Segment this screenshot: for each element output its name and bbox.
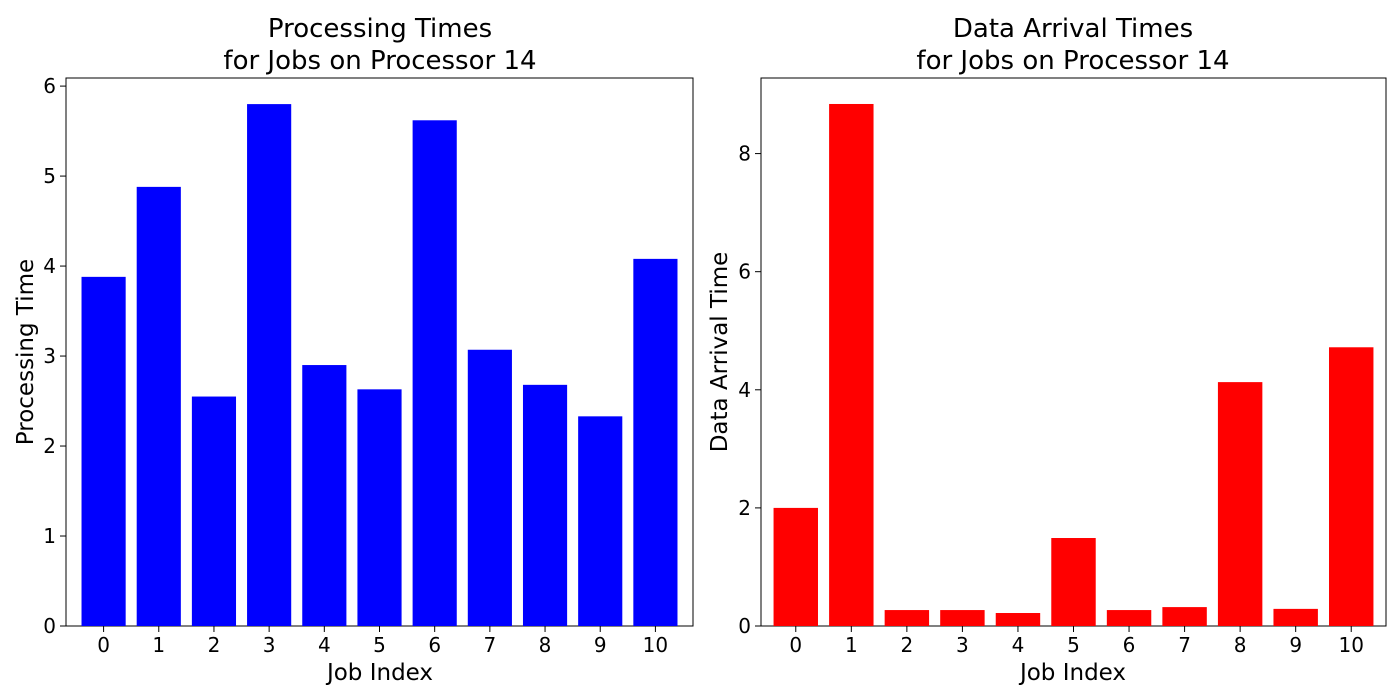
- y-tick-label: 2: [43, 434, 56, 458]
- x-tick-label: 8: [1234, 633, 1247, 657]
- x-tick-label: 4: [1012, 633, 1025, 657]
- y-axis-ticks: 0 2 4 6 8: [738, 142, 761, 638]
- x-tick-label: 1: [845, 633, 858, 657]
- y-tick-label: 0: [43, 614, 56, 638]
- x-tick-label: 9: [594, 633, 607, 657]
- bar-group: [81, 104, 678, 627]
- processing-bar-3: [247, 104, 292, 627]
- processing-bar-0: [81, 276, 126, 626]
- x-tick-label: 10: [1339, 633, 1364, 657]
- y-tick-label: 1: [43, 524, 56, 548]
- y-tick-label: 2: [738, 496, 751, 520]
- y-tick-label: 3: [43, 344, 56, 368]
- y-axis-ticks: 0 1 2 3 4 5 6: [43, 74, 66, 638]
- x-tick-label: 9: [1289, 633, 1302, 657]
- arrival-bar-1: [829, 103, 874, 627]
- chart-title-line-1: Processing Times: [268, 14, 492, 44]
- processing-bar-8: [522, 384, 568, 626]
- x-tick-label: 7: [483, 633, 496, 657]
- x-tick-label: 1: [152, 633, 165, 657]
- x-axis-label: Job Index: [1018, 660, 1126, 686]
- arrival-bar-8: [1217, 382, 1263, 626]
- y-tick-label: 6: [43, 74, 56, 98]
- chart-title-line-2: for Jobs on Processor 14: [916, 46, 1229, 76]
- x-tick-label: 2: [208, 633, 221, 657]
- x-tick-label: 6: [1123, 633, 1136, 657]
- processing-bar-9: [578, 416, 623, 626]
- x-tick-label: 2: [900, 633, 913, 657]
- x-tick-label: 0: [789, 633, 802, 657]
- y-tick-label: 5: [43, 164, 56, 188]
- arrival-bar-3: [940, 610, 985, 626]
- x-axis-ticks: 0 1 2 3 4 5 6 7 8 9 10: [789, 626, 1364, 657]
- processing-bar-2: [191, 396, 237, 626]
- y-tick-label: 8: [738, 142, 751, 166]
- x-tick-label: 3: [956, 633, 969, 657]
- x-tick-label: 4: [318, 633, 331, 657]
- arrival-bar-5: [1051, 538, 1096, 626]
- processing-times-chart: Processing Times for Jobs on Processor 1…: [13, 14, 694, 686]
- processing-bar-5: [357, 389, 402, 626]
- x-tick-label: 5: [1067, 633, 1080, 657]
- x-tick-label: 0: [97, 633, 110, 657]
- y-tick-label: 4: [43, 254, 56, 278]
- arrival-bar-6: [1106, 610, 1152, 626]
- arrival-bar-2: [884, 610, 930, 626]
- y-axis-label: Processing Time: [13, 259, 39, 445]
- processing-bar-10: [633, 258, 678, 626]
- x-tick-label: 6: [428, 633, 441, 657]
- arrival-bar-0: [773, 507, 818, 626]
- chart-title-line-1: Data Arrival Times: [953, 14, 1193, 44]
- x-axis-ticks: 0 1 2 3 4 5 6 7 8 9 10: [97, 626, 668, 657]
- chart-title-line-2: for Jobs on Processor 14: [223, 46, 536, 76]
- x-tick-label: 3: [263, 633, 276, 657]
- x-tick-label: 5: [373, 633, 386, 657]
- y-tick-label: 6: [738, 260, 751, 284]
- x-axis-label: Job Index: [325, 660, 433, 686]
- processing-bar-4: [302, 365, 347, 626]
- processing-bar-6: [412, 120, 457, 626]
- arrival-bar-7: [1162, 607, 1207, 626]
- x-tick-label: 10: [643, 633, 668, 657]
- x-tick-label: 7: [1178, 633, 1191, 657]
- processing-bar-7: [467, 349, 512, 626]
- bar-group: [773, 103, 1374, 627]
- arrival-bar-4: [995, 613, 1041, 626]
- arrival-bar-9: [1273, 608, 1318, 627]
- data-arrival-times-chart: Data Arrival Times for Jobs on Processor…: [707, 14, 1387, 686]
- y-tick-label: 0: [738, 614, 751, 638]
- x-tick-label: 8: [539, 633, 552, 657]
- y-tick-label: 4: [738, 378, 751, 402]
- y-axis-label: Data Arrival Time: [707, 252, 733, 453]
- arrival-bar-10: [1329, 347, 1374, 626]
- processing-bar-1: [136, 186, 181, 626]
